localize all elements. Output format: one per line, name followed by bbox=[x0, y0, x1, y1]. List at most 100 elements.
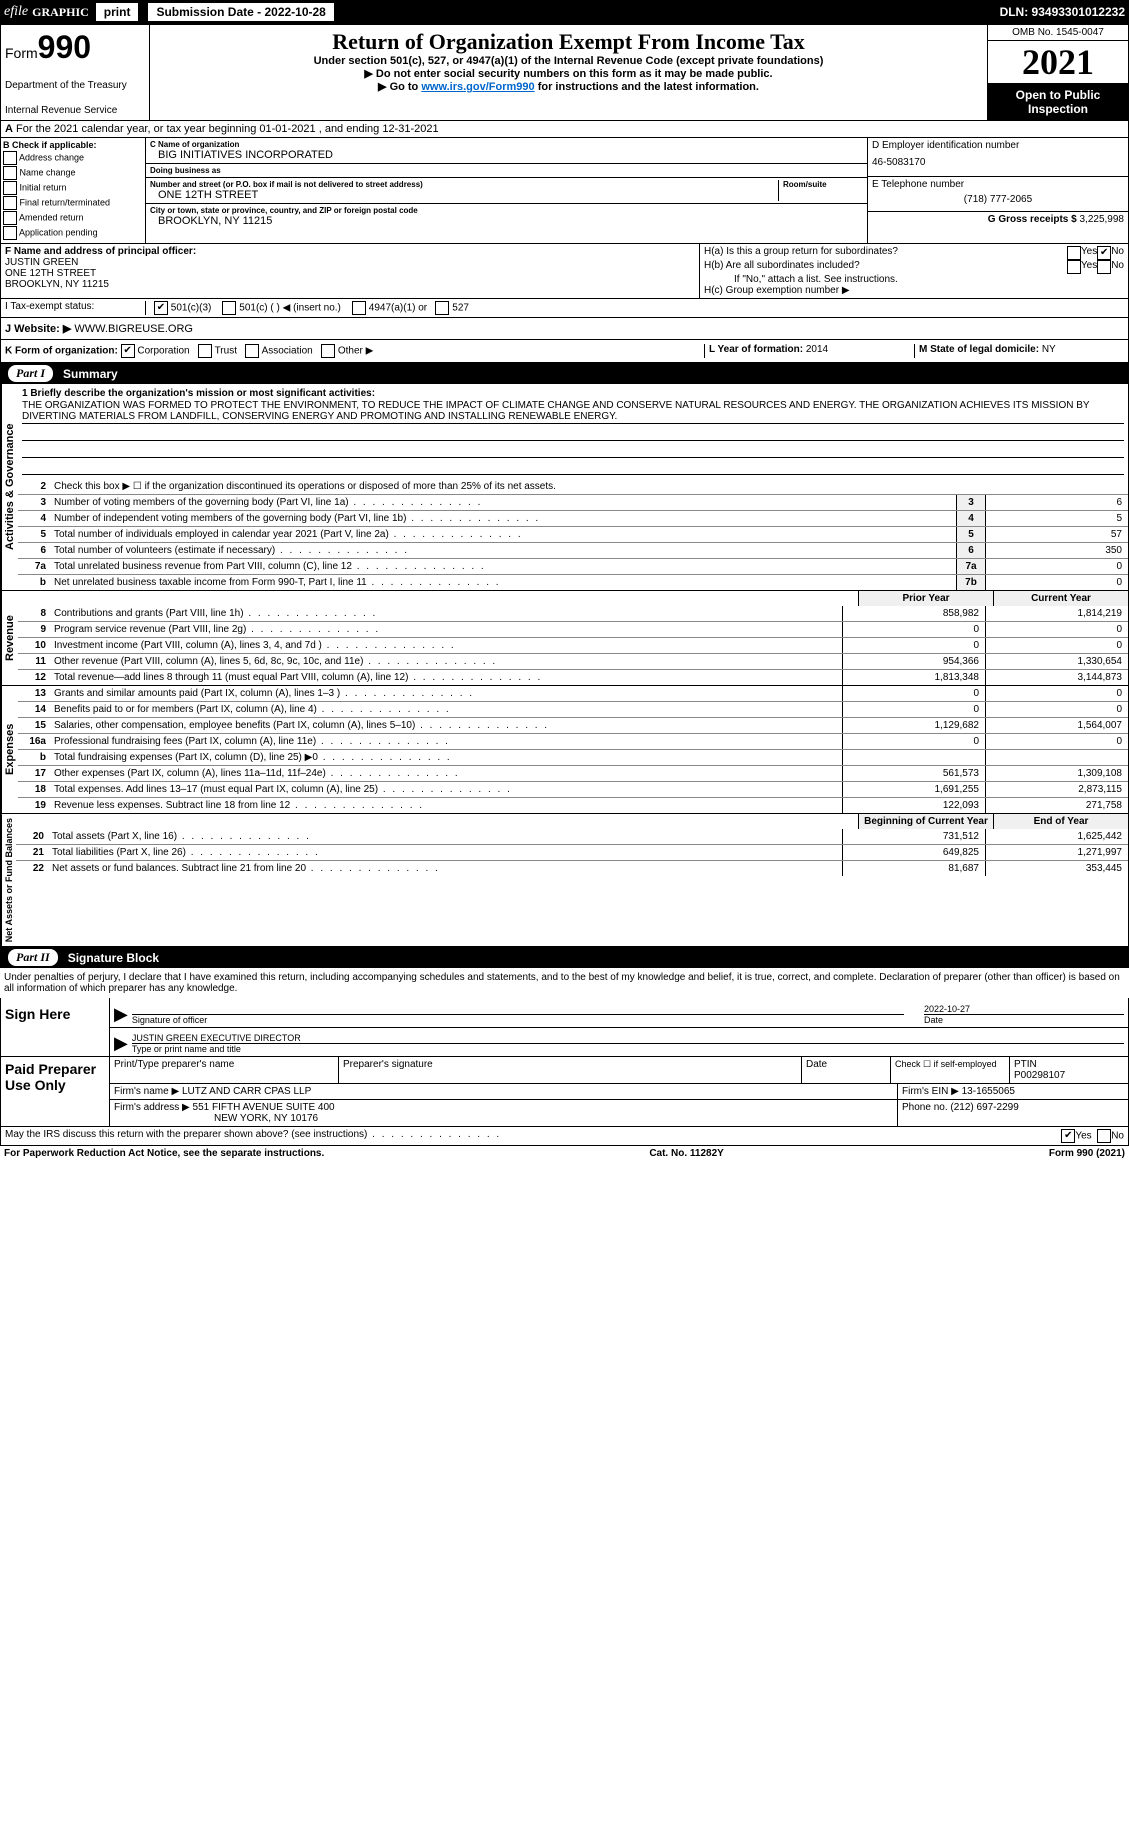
form-header: Form990 Department of the Treasury Inter… bbox=[0, 24, 1129, 121]
room-label: Room/suite bbox=[783, 180, 863, 189]
chk-amended[interactable]: Amended return bbox=[3, 211, 143, 225]
table-row: 14Benefits paid to or for members (Part … bbox=[18, 702, 1128, 718]
street-value: ONE 12TH STREET bbox=[150, 189, 778, 201]
paperwork-text: For Paperwork Reduction Act Notice, see … bbox=[4, 1148, 324, 1159]
form-number: Form990 bbox=[5, 29, 145, 66]
firm-phone-label: Phone no. bbox=[902, 1102, 948, 1113]
chk-corp[interactable] bbox=[121, 344, 135, 358]
irs-link[interactable]: www.irs.gov/Form990 bbox=[421, 81, 534, 93]
domicile: NY bbox=[1042, 344, 1056, 355]
ha-no: No bbox=[1111, 246, 1124, 260]
table-row: 18Total expenses. Add lines 13–17 (must … bbox=[18, 782, 1128, 798]
chk-address[interactable]: Address change bbox=[3, 151, 143, 165]
table-row: 5Total number of individuals employed in… bbox=[18, 527, 1128, 543]
sign-here-label: Sign Here bbox=[1, 998, 109, 1056]
website-value: WWW.BIGREUSE.ORG bbox=[74, 323, 193, 335]
form-990-number: 990 bbox=[38, 29, 91, 65]
chk-4947[interactable] bbox=[352, 301, 366, 315]
firm-name-label: Firm's name ▶ bbox=[114, 1086, 179, 1097]
firm-addr1: 551 FIFTH AVENUE SUITE 400 bbox=[193, 1102, 335, 1113]
chk-501c[interactable] bbox=[222, 301, 236, 315]
org-name-label: C Name of organization bbox=[150, 140, 863, 149]
form-title: Return of Organization Exempt From Incom… bbox=[154, 29, 983, 55]
row-fh: F Name and address of principal officer:… bbox=[0, 244, 1129, 299]
part2-num: Part II bbox=[8, 949, 58, 966]
sig-arrow-icon: ▶ bbox=[114, 1004, 128, 1025]
note-pre: Go to bbox=[390, 81, 422, 93]
officer-name: JUSTIN GREEN bbox=[5, 257, 78, 268]
preparer-name-label: Print/Type preparer's name bbox=[110, 1057, 339, 1083]
revenue-label: Revenue bbox=[1, 591, 18, 685]
ptin-label: PTIN bbox=[1014, 1059, 1124, 1070]
penalty-text: Under penalties of perjury, I declare th… bbox=[0, 968, 1129, 998]
table-row: 4Number of independent voting members of… bbox=[18, 511, 1128, 527]
table-row: 16aProfessional fundraising fees (Part I… bbox=[18, 734, 1128, 750]
netassets-block: Net Assets or Fund Balances Beginning of… bbox=[1, 814, 1128, 946]
sig-arrow2-icon: ▶ bbox=[114, 1033, 128, 1054]
tax-year: 2021 bbox=[988, 41, 1128, 84]
ptin-value: P00298107 bbox=[1014, 1070, 1124, 1081]
hb-note: If "No," attach a list. See instructions… bbox=[704, 274, 1124, 285]
year-formation: 2014 bbox=[806, 344, 828, 355]
opt-other: Other ▶ bbox=[338, 346, 373, 357]
row-j-website: J Website: ▶ WWW.BIGREUSE.ORG bbox=[0, 318, 1129, 340]
chk-trust[interactable] bbox=[198, 344, 212, 358]
table-row: 21Total liabilities (Part X, line 26)649… bbox=[16, 845, 1128, 861]
officer-addr2: BROOKLYN, NY 11215 bbox=[5, 279, 109, 290]
preparer-date-label: Date bbox=[802, 1057, 891, 1083]
chk-final[interactable]: Final return/terminated bbox=[3, 196, 143, 210]
firm-addr-label: Firm's address ▶ bbox=[114, 1102, 190, 1113]
print-button[interactable]: print bbox=[95, 2, 140, 22]
opt-501c: 501(c) ( ) ◀ (insert no.) bbox=[239, 303, 341, 314]
col-f-officer: F Name and address of principal officer:… bbox=[1, 244, 699, 298]
part1-num: Part I bbox=[8, 365, 53, 382]
current-year-header: Current Year bbox=[993, 591, 1128, 606]
table-row: 3Number of voting members of the governi… bbox=[18, 495, 1128, 511]
discuss-yes-chk[interactable] bbox=[1061, 1129, 1075, 1143]
begin-year-header: Beginning of Current Year bbox=[858, 814, 993, 829]
revenue-block: Revenue Prior YearCurrent Year 8Contribu… bbox=[1, 591, 1128, 686]
discuss-no-chk[interactable] bbox=[1097, 1129, 1111, 1143]
part2-title: Signature Block bbox=[68, 951, 159, 965]
form-footer: Form 990 (2021) bbox=[1049, 1148, 1125, 1159]
line2-text: Check this box ▶ ☐ if the organization d… bbox=[50, 479, 1128, 494]
table-row: 12Total revenue—add lines 8 through 11 (… bbox=[18, 670, 1128, 685]
part1-title: Summary bbox=[63, 367, 118, 381]
sig-date-label: Date bbox=[924, 1015, 1124, 1025]
gross-label: G Gross receipts $ bbox=[988, 214, 1077, 225]
discuss-no: No bbox=[1111, 1131, 1124, 1142]
table-row: 10Investment income (Part VIII, column (… bbox=[18, 638, 1128, 654]
table-row: 6Total number of volunteers (estimate if… bbox=[18, 543, 1128, 559]
domicile-label: M State of legal domicile: bbox=[919, 344, 1039, 355]
form-subtitle: Under section 501(c), 527, or 4947(a)(1)… bbox=[154, 55, 983, 67]
chk-assoc[interactable] bbox=[245, 344, 259, 358]
chk-501c3[interactable] bbox=[154, 301, 168, 315]
instructions-note: Go to www.irs.gov/Form990 for instructio… bbox=[154, 80, 983, 93]
gross-value: 3,225,998 bbox=[1080, 214, 1125, 225]
sig-name-title: JUSTIN GREEN EXECUTIVE DIRECTOR bbox=[132, 1033, 1124, 1044]
ha-label: H(a) Is this a group return for subordin… bbox=[704, 246, 1067, 260]
table-row: 17Other expenses (Part IX, column (A), l… bbox=[18, 766, 1128, 782]
col-c-org: C Name of organization BIG INITIATIVES I… bbox=[146, 138, 867, 243]
hb-label: H(b) Are all subordinates included? bbox=[704, 260, 1067, 274]
chk-initial[interactable]: Initial return bbox=[3, 181, 143, 195]
graphic-label: GRAPHIC bbox=[32, 5, 89, 20]
efile-label: efile bbox=[4, 4, 28, 20]
ssn-note: Do not enter social security numbers on … bbox=[154, 67, 983, 80]
row-k: K Form of organization: Corporation Trus… bbox=[0, 340, 1129, 363]
table-row: 19Revenue less expenses. Subtract line 1… bbox=[18, 798, 1128, 813]
omb-number: OMB No. 1545-0047 bbox=[988, 25, 1128, 41]
chk-pending[interactable]: Application pending bbox=[3, 226, 143, 240]
ha-yes: Yes bbox=[1081, 246, 1097, 260]
chk-name[interactable]: Name change bbox=[3, 166, 143, 180]
chk-527[interactable] bbox=[435, 301, 449, 315]
chk-other[interactable] bbox=[321, 344, 335, 358]
opt-4947: 4947(a)(1) or bbox=[369, 303, 427, 314]
part1-header: Part I Summary bbox=[0, 363, 1129, 384]
hc-label: H(c) Group exemption number ▶ bbox=[704, 285, 1124, 296]
discuss-text: May the IRS discuss this return with the… bbox=[5, 1129, 501, 1143]
section-bcde: B Check if applicable: Address change Na… bbox=[0, 138, 1129, 244]
firm-phone: (212) 697-2299 bbox=[950, 1102, 1018, 1113]
phone-value: (718) 777-2065 bbox=[872, 190, 1124, 209]
sign-here-row: Sign Here ▶ Signature of officer 2022-10… bbox=[0, 998, 1129, 1057]
